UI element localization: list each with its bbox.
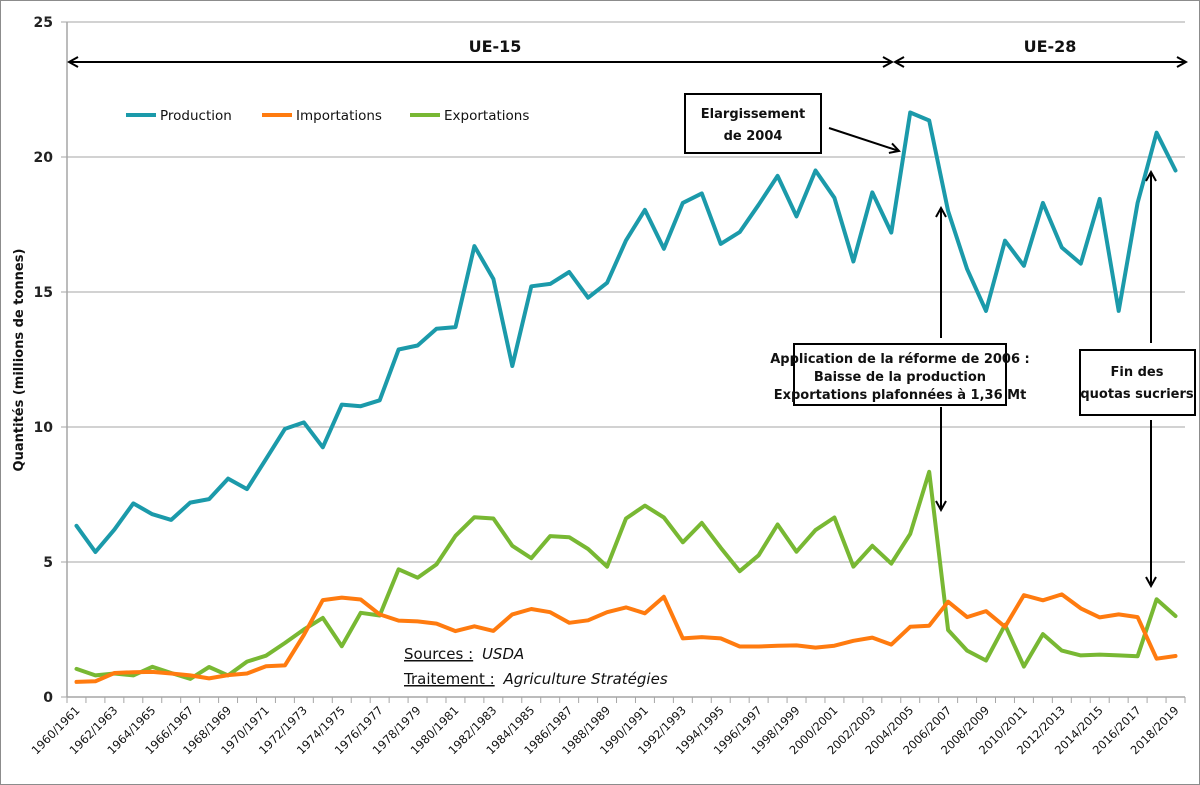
- y-tick-label: 10: [34, 420, 54, 436]
- annotation-enlargement: Elargissement de 2004: [684, 93, 899, 154]
- x-tick-labels: 1960/19611962/19631964/19651966/19671968…: [29, 703, 1182, 757]
- annotation-reform: Application de la réforme de 2006 : Bais…: [770, 208, 1030, 510]
- period-ue28: UE-28: [895, 37, 1186, 62]
- treatment-label: Traitement :: [403, 670, 495, 688]
- sources-note: Sources : USDA Traitement : Agriculture …: [403, 645, 668, 688]
- annotation-line: Fin des: [1111, 365, 1164, 380]
- treatment-value: Agriculture Stratégies: [502, 670, 667, 688]
- period-ue15-label: UE-15: [469, 37, 522, 56]
- y-tick-labels: 0 5 10 15 20 25: [34, 15, 54, 706]
- annotation-line: Baisse de la production: [814, 370, 986, 385]
- series-line-exportations: [74, 469, 1178, 681]
- annotation-box: [1079, 349, 1196, 416]
- y-tick-label: 25: [34, 15, 53, 31]
- y-tick-label: 20: [34, 150, 54, 166]
- series-line-importations: [74, 592, 1178, 684]
- legend-label-exportations: Exportations: [444, 108, 529, 124]
- period-ue15: UE-15: [69, 37, 892, 62]
- axes: [66, 22, 1186, 703]
- annotation-line: Application de la réforme de 2006 :: [770, 352, 1030, 367]
- annotation-line: quotas sucriers: [1080, 387, 1194, 402]
- svg-text:Traitement : Agriculture: Traitement : Agriculture Stratégies: [403, 670, 668, 688]
- annotation-line: de 2004: [724, 129, 783, 144]
- legend-label-importations: Importations: [296, 108, 382, 124]
- y-tick-label: 0: [43, 690, 53, 706]
- annotation-line: Elargissement: [701, 107, 805, 122]
- legend: Production Importations Exportations: [126, 108, 529, 124]
- annotation-line: Exportations plafonnées à 1,36 Mt: [774, 388, 1027, 403]
- y-tick-label: 15: [34, 285, 53, 301]
- annotation-quotas: Fin des quotas sucriers: [1079, 172, 1196, 586]
- legend-label-production: Production: [160, 108, 232, 124]
- period-ue28-label: UE-28: [1024, 37, 1077, 56]
- y-axis-title: Quantités (millions de tonnes): [12, 249, 27, 472]
- series-line-production: [74, 110, 1178, 554]
- sources-value: USDA: [482, 645, 524, 663]
- svg-text:Sources : USDA: Sources : USDA: [404, 645, 524, 663]
- annotation-box: [793, 343, 1007, 406]
- gridlines: [61, 21, 1185, 698]
- sources-label: Sources :: [404, 645, 473, 663]
- annotation-arrow: [828, 127, 899, 151]
- y-tick-label: 5: [43, 555, 53, 571]
- series-lines: [74, 110, 1178, 684]
- annotation-box: [684, 93, 822, 154]
